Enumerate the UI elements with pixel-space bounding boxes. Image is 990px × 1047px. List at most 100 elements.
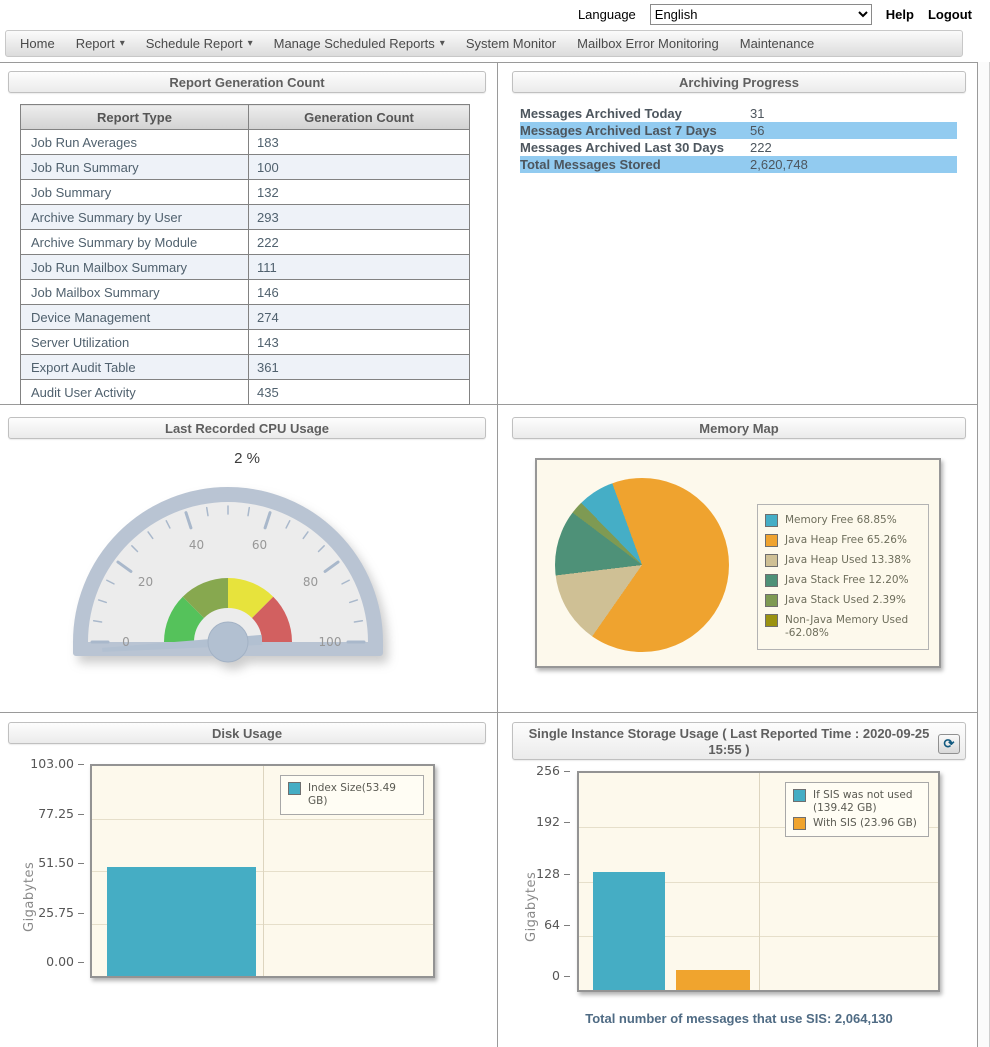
divider (977, 62, 978, 1047)
legend-swatch-icon (765, 574, 778, 587)
nav-item-schedule-report[interactable]: Schedule Report ▾ (145, 36, 253, 51)
legend-item: Java Stack Used 2.39% (765, 594, 921, 607)
nav-item-maintenance[interactable]: Maintenance (739, 36, 815, 51)
chevron-down-icon: ▾ (439, 37, 445, 49)
svg-text:0: 0 (122, 635, 130, 649)
main-nav: Home Report ▾ Schedule Report ▾ Manage Sch… (5, 30, 963, 57)
archiving-row: Messages Archived Today 31 (520, 105, 957, 122)
legend-label: Java Stack Used 2.39% (785, 594, 906, 606)
help-link[interactable]: Help (885, 7, 914, 22)
table-header-row: Report Type Generation Count (20, 104, 470, 130)
report-generation-table: Report Type Generation Count Job Run Ave… (20, 104, 470, 405)
table-row: Job Mailbox Summary 146 (20, 279, 470, 305)
svg-text:40: 40 (189, 538, 204, 552)
language-label: Language (577, 7, 636, 22)
chevron-down-icon: ▾ (247, 37, 253, 49)
legend-swatch-icon (793, 817, 806, 830)
table-row: Audit User Activity 435 (20, 379, 470, 405)
divider (0, 62, 978, 63)
divider (497, 62, 498, 1047)
y-axis-tick: 103.00 (30, 756, 84, 772)
svg-text:100: 100 (319, 635, 342, 649)
archiving-row: Total Messages Stored 2,620,748 (520, 156, 957, 173)
archiving-row-label: Messages Archived Last 30 Days (520, 140, 725, 155)
language-select[interactable]: English (649, 4, 872, 25)
gridline (758, 773, 760, 990)
column-header-report-type: Report Type (20, 104, 249, 130)
archiving-row-value: 2,620,748 (750, 157, 808, 172)
archiving-row: Messages Archived Last 7 Days 56 (520, 122, 957, 139)
svg-text:80: 80 (303, 575, 318, 589)
table-row: Job Summary 132 (20, 179, 470, 205)
y-axis-tick: 0.00 (46, 954, 84, 970)
y-axis-tick: 256 (536, 763, 570, 779)
nav-item-mailbox-error-monitoring[interactable]: Mailbox Error Monitoring (577, 36, 719, 51)
nav-item-home[interactable]: Home (20, 36, 55, 51)
legend-swatch-icon (765, 614, 778, 627)
legend-label: With SIS (23.96 GB) (813, 817, 917, 829)
disk-y-ticks: 103.00 77.25 51.50 25.75 0.00 (8, 756, 84, 970)
cpu-usage-value: 2 % (234, 450, 260, 467)
table-row: Job Run Mailbox Summary 111 (20, 254, 470, 280)
refresh-button[interactable]: ⟳ (938, 734, 960, 754)
panel-title-archiving-progress: Archiving Progress (512, 71, 966, 93)
archiving-list: Messages Archived Today 31 Messages Archiv… (520, 105, 957, 173)
legend-swatch-icon (288, 782, 301, 795)
legend-item: Java Heap Used 13.38% (765, 554, 921, 567)
nav-item-report[interactable]: Report ▾ (75, 36, 125, 51)
legend-item: Index Size(53.49 GB) (288, 782, 416, 808)
archiving-row-value: 56 (750, 123, 765, 138)
legend-item: If SIS was not used (139.42 GB) (793, 789, 921, 815)
scrollbar-track[interactable] (978, 62, 990, 1047)
disk-plot: Index Size(53.49 GB) (90, 764, 435, 978)
legend-item: Java Stack Free 12.20% (765, 574, 921, 587)
y-axis-tick: 128 (536, 866, 570, 882)
y-axis-tick: 25.75 (38, 905, 84, 921)
sis-plot: If SIS was not used (139.42 GB) With SIS … (577, 771, 940, 992)
archiving-row: Messages Archived Last 30 Days 222 (520, 139, 957, 156)
legend-swatch-icon (765, 514, 778, 527)
chart-legend: Index Size(53.49 GB) (280, 775, 424, 815)
legend-swatch-icon (765, 594, 778, 607)
y-axis-tick: 64 (544, 917, 570, 933)
bar (593, 871, 666, 990)
legend-label: Index Size(53.49 GB) (308, 782, 396, 807)
sis-total-messages: Total number of messages that use SIS: 2… (585, 1011, 893, 1026)
table-row: Job Run Averages 183 (20, 129, 470, 155)
divider (0, 712, 978, 713)
legend-item: Non-Java Memory Used -62.08% (765, 614, 921, 640)
chart-legend: If SIS was not used (139.42 GB) With SIS … (785, 782, 929, 837)
legend-label: If SIS was not used (139.42 GB) (813, 789, 913, 814)
svg-text:60: 60 (252, 538, 267, 552)
sis-y-ticks: 256 192 128 64 0 (520, 763, 570, 984)
legend-swatch-icon (765, 534, 778, 547)
legend-label: Java Heap Used 13.38% (785, 554, 911, 566)
archiving-row-label: Total Messages Stored (520, 157, 661, 172)
nav-item-system-monitor[interactable]: System Monitor (465, 36, 557, 51)
legend-item: With SIS (23.96 GB) (793, 817, 921, 830)
bar (107, 866, 256, 976)
memory-map-chart: Memory Free 68.85% Java Heap Free 65.26% J… (535, 458, 941, 668)
legend-item: Java Heap Free 65.26% (765, 534, 921, 547)
logout-link[interactable]: Logout (927, 7, 972, 22)
table-row: Job Run Summary 100 (20, 154, 470, 180)
report-table-body: Job Run Averages 183 Job Run Summary 100 Job… (20, 129, 470, 405)
nav-item-manage-scheduled-reports[interactable]: Manage Scheduled Reports ▾ (273, 36, 445, 51)
cpu-gauge: 0 20 40 60 80 100 (73, 487, 383, 663)
panel-title-disk-usage: Disk Usage (8, 722, 486, 744)
y-axis-tick: 0 (552, 968, 570, 984)
legend-label: Java Stack Free 12.20% (785, 574, 909, 586)
panel-title-sis: Single Instance Storage Usage ( Last Rep… (512, 722, 966, 760)
archiving-row-value: 222 (750, 140, 772, 155)
chevron-down-icon: ▾ (119, 37, 125, 49)
svg-text:20: 20 (138, 575, 153, 589)
table-row: Archive Summary by Module 222 (20, 229, 470, 255)
divider (0, 404, 978, 405)
column-header-generation-count: Generation Count (248, 104, 470, 130)
y-axis-tick: 51.50 (38, 855, 84, 871)
bar (675, 969, 750, 990)
archiving-row-label: Messages Archived Last 7 Days (520, 123, 717, 138)
table-row: Export Audit Table 361 (20, 354, 470, 380)
legend-label: Non-Java Memory Used -62.08% (785, 614, 909, 639)
